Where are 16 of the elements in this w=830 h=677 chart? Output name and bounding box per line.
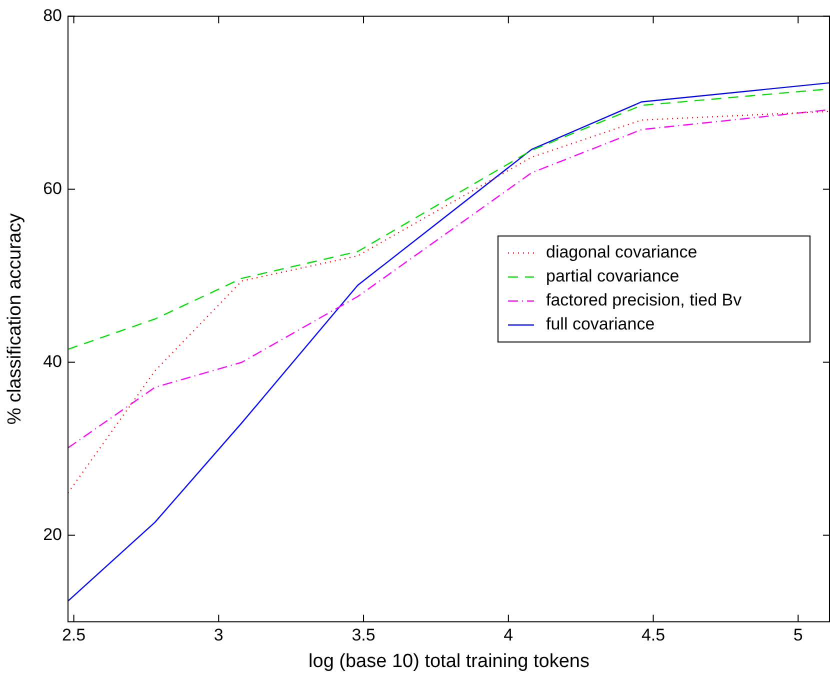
x-tick-label: 4: [504, 626, 514, 645]
y-tick-label: 20: [43, 524, 62, 544]
y-axis-title: % classification accuracy: [4, 212, 26, 425]
x-tick-label: 3.5: [352, 626, 376, 645]
legend-label: factored precision, tied Bv: [546, 290, 742, 310]
y-tick-label: 40: [43, 352, 62, 371]
y-tick-label: 80: [43, 6, 62, 25]
x-axis-title: log (base 10) total training tokens: [308, 650, 590, 672]
legend-label: diagonal covariance: [546, 242, 698, 262]
y-tick-label: 60: [43, 178, 62, 198]
legend-label: partial covariance: [546, 266, 680, 286]
legend-label: full covariance: [546, 314, 655, 334]
x-tick-label: 4.5: [641, 626, 666, 645]
x-tick-label: 2.5: [62, 626, 86, 645]
x-tick-label: 5: [793, 626, 803, 645]
x-tick-label: 3: [214, 626, 224, 645]
